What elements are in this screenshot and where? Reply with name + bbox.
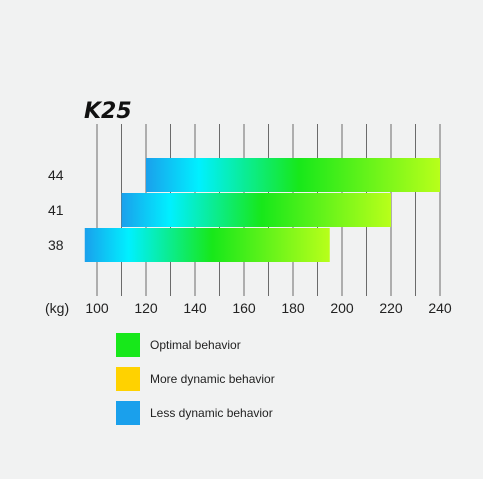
x-axis-unit-label: (kg) <box>45 300 69 316</box>
legend-swatch <box>116 401 140 425</box>
x-tick-label: 100 <box>85 300 109 316</box>
legend-item: Optimal behavior <box>116 333 275 357</box>
row-label-38: 38 <box>48 237 64 253</box>
legend-label: More dynamic behavior <box>150 372 275 386</box>
legend-item: Less dynamic behavior <box>116 401 275 425</box>
x-tick-label: 140 <box>183 300 207 316</box>
legend-label: Less dynamic behavior <box>150 406 273 420</box>
legend-label: Optimal behavior <box>150 338 241 352</box>
x-tick-label: 180 <box>281 300 305 316</box>
legend-item: More dynamic behavior <box>116 367 275 391</box>
bar-44 <box>146 158 440 192</box>
legend-swatch <box>116 333 140 357</box>
legend-swatch <box>116 367 140 391</box>
x-tick-label: 120 <box>134 300 158 316</box>
legend: Optimal behavior More dynamic behavior Les… <box>116 333 275 435</box>
row-label-41: 41 <box>48 202 64 218</box>
bar-38 <box>84 228 330 262</box>
chart-title: K25 <box>84 99 132 124</box>
x-tick-label: 160 <box>232 300 256 316</box>
x-tick-label: 200 <box>330 300 354 316</box>
bar-41 <box>121 193 391 227</box>
row-label-44: 44 <box>48 167 64 183</box>
x-tick-label: 240 <box>428 300 452 316</box>
x-tick-label: 220 <box>379 300 403 316</box>
